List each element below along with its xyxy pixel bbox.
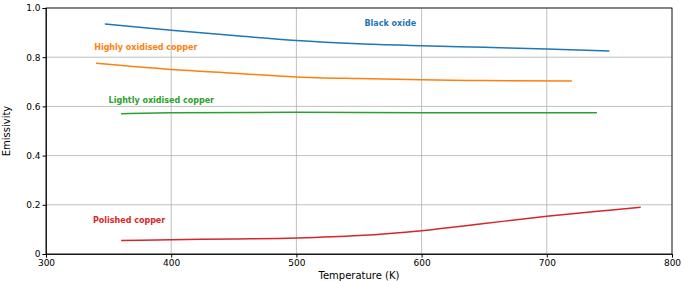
grid-line (46, 106, 672, 107)
tick-mark (43, 8, 47, 9)
tick-label: 300 (38, 258, 55, 268)
grid-line (46, 155, 672, 156)
tick: 400 (163, 254, 180, 268)
frame (46, 8, 672, 254)
tick: 800 (664, 254, 681, 268)
y-axis-title: Emissivity (1, 106, 12, 157)
tick: 0.8 (26, 53, 46, 63)
series-line (121, 207, 641, 240)
series-line (121, 112, 597, 113)
series-line (96, 63, 572, 81)
tick-mark (43, 57, 47, 58)
series-label: Polished copper (93, 216, 165, 225)
tick: 0.2 (26, 200, 46, 210)
x-axis-title: Temperature (K) (318, 270, 400, 281)
plot: 300 400 500 600 700 800 0 0.2 0.4 0.6 0.8 1.0 Black … (26, 3, 681, 268)
axis-line (43, 9, 47, 255)
tick: 600 (414, 254, 431, 268)
tick-label: 800 (664, 258, 681, 268)
tick: 1.0 (26, 3, 46, 13)
tick-mark (43, 106, 47, 107)
tick: 500 (288, 254, 305, 268)
tick-label: 500 (288, 258, 305, 268)
tick-mark (43, 205, 47, 206)
grid (46, 8, 672, 254)
tick: 300 (38, 254, 55, 268)
chart: 300 400 500 600 700 800 0 0.2 0.4 0.6 0.8 1.0 Black … (0, 0, 684, 281)
grid-line (46, 57, 672, 58)
series-label: Highly oxidised copper (94, 43, 197, 52)
tick: 0.6 (26, 102, 46, 112)
grid-line (296, 8, 297, 254)
tick-label: 0.6 (26, 102, 41, 112)
series-label: Black oxide (364, 19, 416, 28)
axis-line (47, 255, 673, 258)
tick: 0.4 (26, 151, 46, 161)
tick-label: 600 (414, 258, 431, 268)
series-label: Lightly oxidised copper (109, 96, 215, 105)
tick: 700 (539, 254, 556, 268)
tick: 0 (35, 249, 46, 259)
x-axis: 300 400 500 600 700 800 (38, 254, 681, 268)
tick-label: 400 (163, 258, 180, 268)
tick-label: 1.0 (26, 3, 41, 13)
lines (96, 24, 641, 240)
tick-label: 0.8 (26, 53, 41, 63)
tick-label: 0 (35, 249, 41, 259)
tick-label: 0.2 (26, 200, 40, 210)
tick-mark (43, 254, 47, 255)
grid-line (46, 204, 672, 205)
tick-label: 700 (539, 258, 556, 268)
tick-mark (43, 156, 47, 157)
tick-label: 0.4 (26, 151, 41, 161)
y-axis: 0 0.2 0.4 0.6 0.8 1.0 (26, 3, 46, 259)
